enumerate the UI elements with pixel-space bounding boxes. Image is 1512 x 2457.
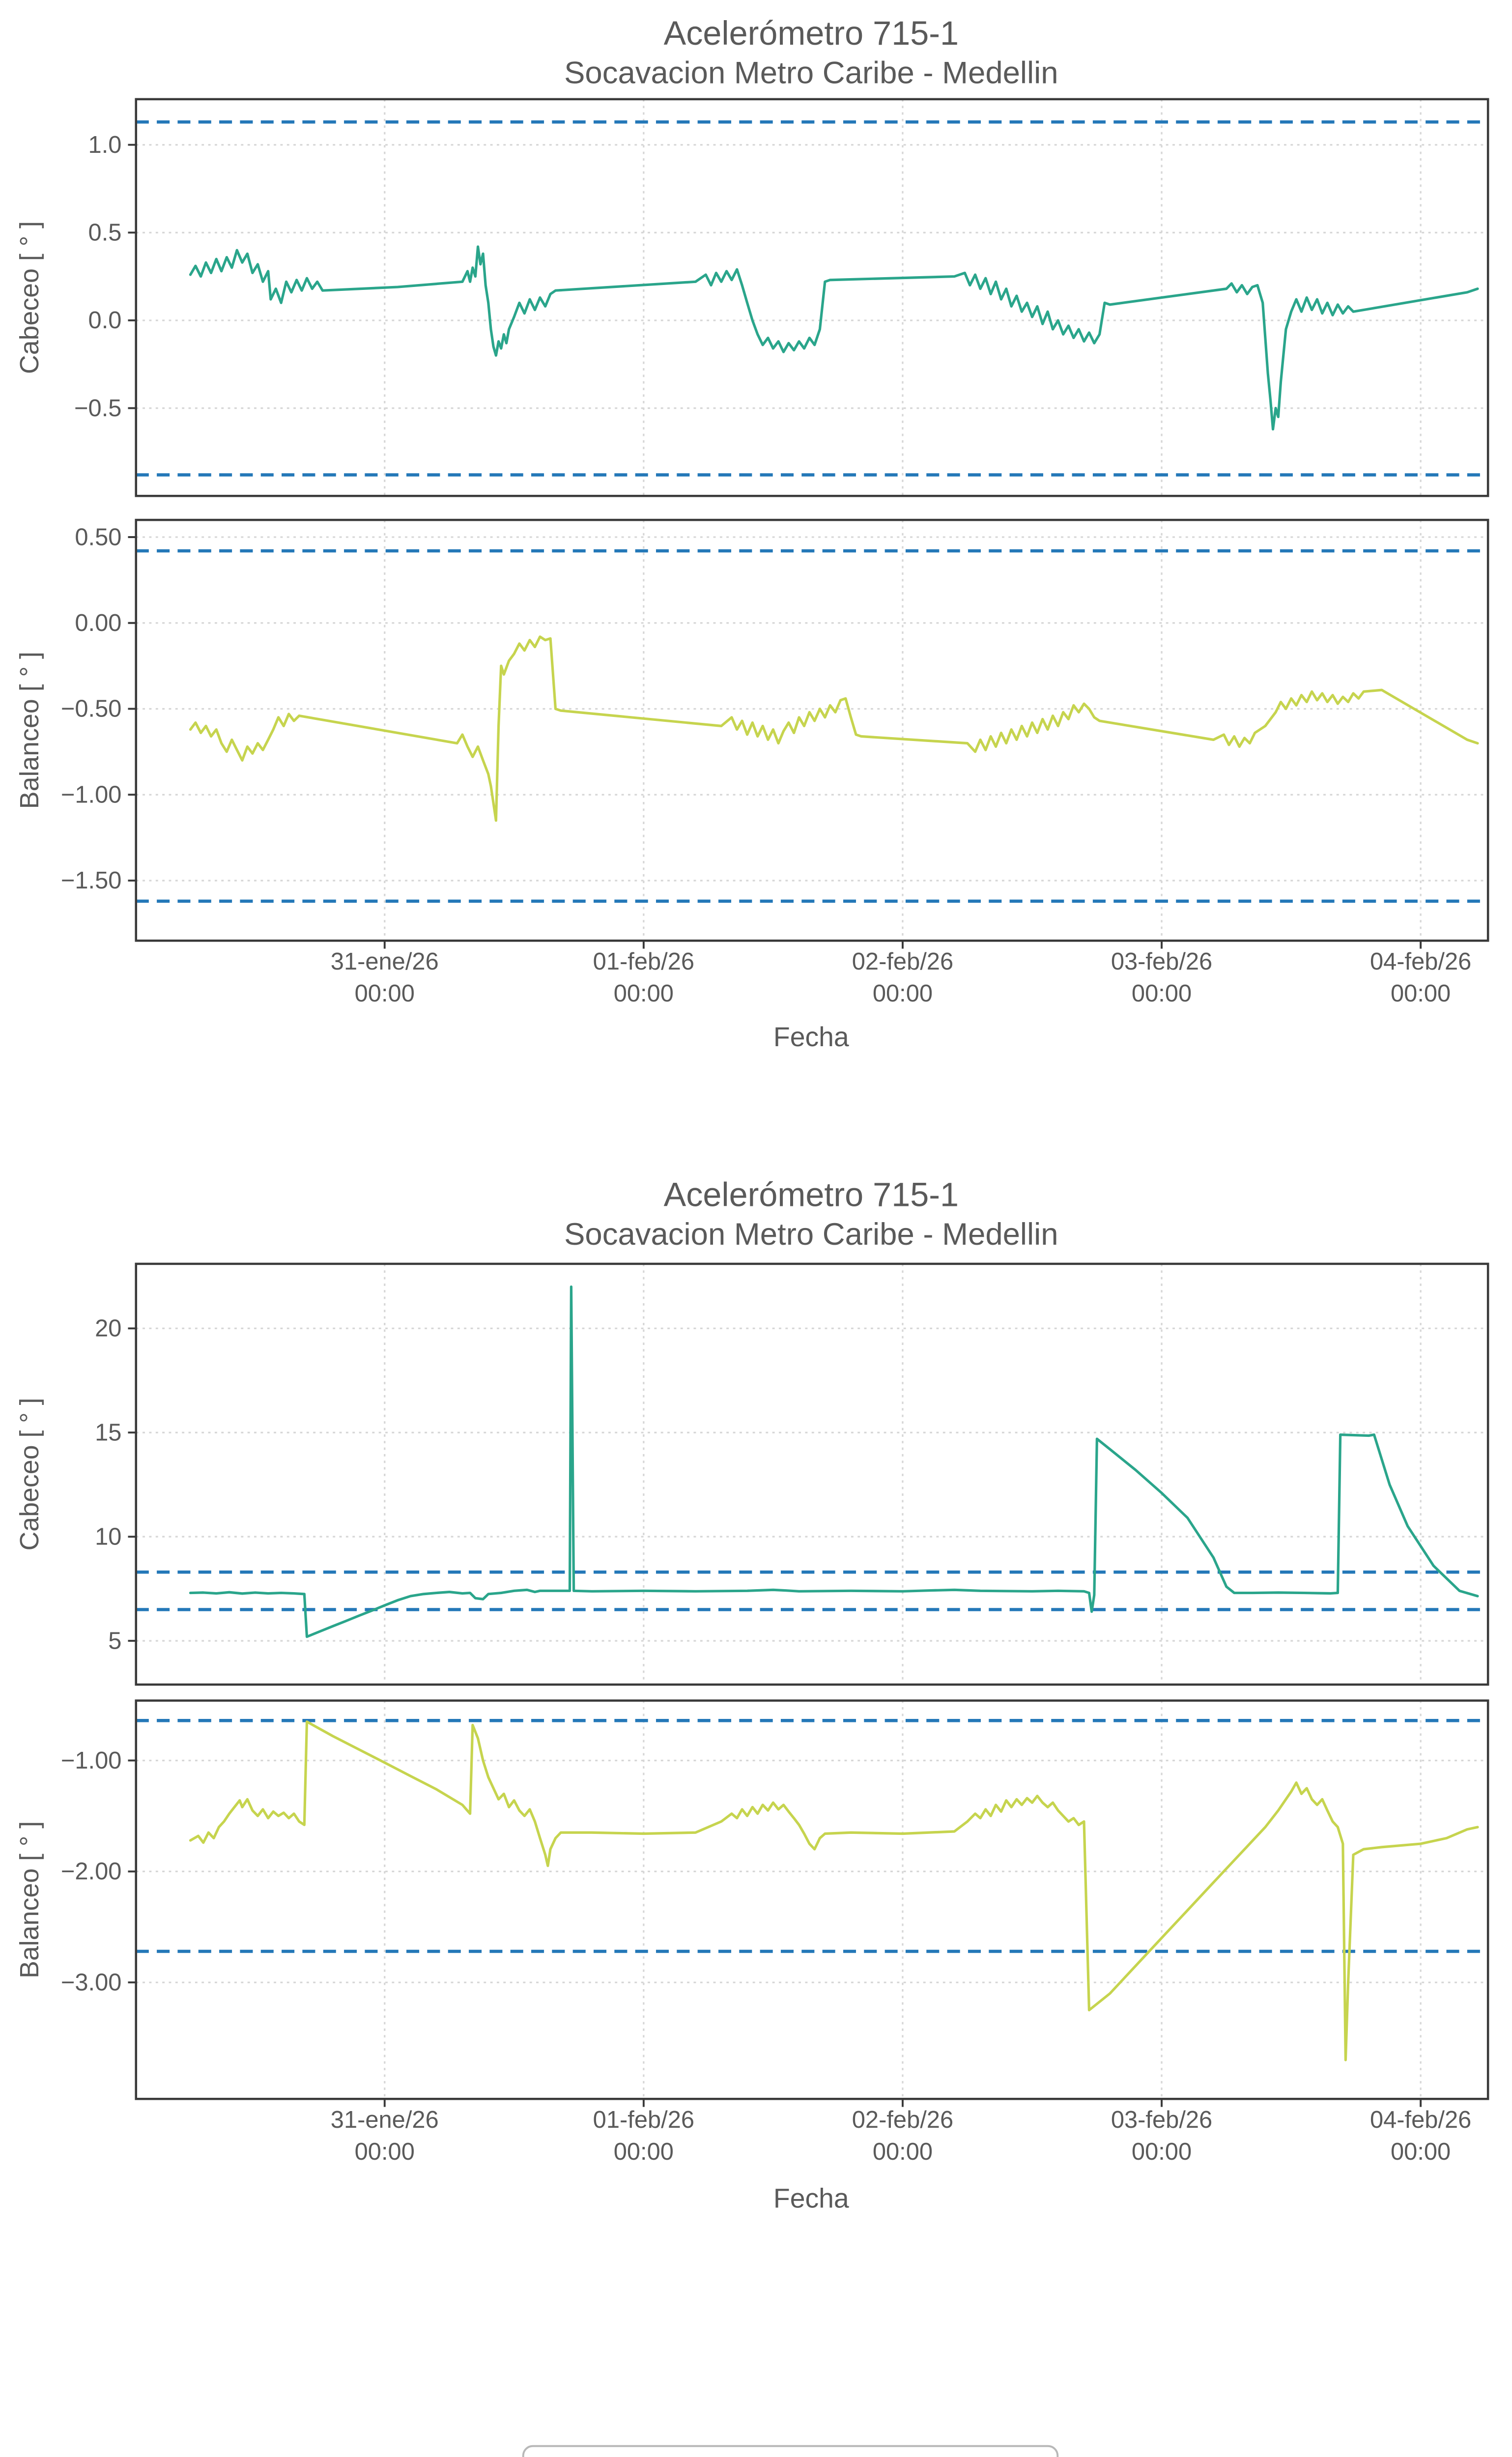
x-tick-label-date: 31-ene/26 xyxy=(331,2107,439,2133)
figure2-title: Acelerómetro 715-1 xyxy=(664,1176,959,1214)
legend: Límite de variación normal (sensor) xyxy=(522,2445,1059,2457)
x-tick-label-date: 31-ene/26 xyxy=(331,948,439,975)
figure-1: 1.0 0.5 0.0 −0.5 Cabeceo [ ° ] 0.50 0.00 −0.50 −… xyxy=(15,98,1489,1007)
axes-frame xyxy=(135,1699,1489,2100)
y-tick-label: 0.00 xyxy=(75,610,121,636)
x-tick-label-time: 00:00 xyxy=(355,2139,415,2165)
y-tick-label: −3.00 xyxy=(61,1969,122,1996)
y-axis-label: Cabeceo [ ° ] xyxy=(15,1398,44,1550)
x-tick-label-time: 00:00 xyxy=(1132,980,1192,1007)
y-tick-label: 5 xyxy=(108,1628,121,1654)
series-balanceo xyxy=(189,1720,1479,2061)
series-cabeceo xyxy=(189,245,1479,431)
y-tick-label: −1.50 xyxy=(61,867,122,894)
x-tick-label-date: 02-feb/26 xyxy=(852,2107,953,2133)
x-tick-label-time: 00:00 xyxy=(614,980,674,1007)
x-tick-label-time: 00:00 xyxy=(1391,980,1451,1007)
y-axis-label: Balanceo [ ° ] xyxy=(15,652,44,809)
x-tick-label-date: 04-feb/26 xyxy=(1370,2107,1471,2133)
legend-box xyxy=(522,2445,1059,2457)
figure2-xlabel: Fecha xyxy=(773,2183,849,2214)
figure1-subtitle: Socavacion Metro Caribe - Medellin xyxy=(564,56,1058,90)
x-tick-label-time: 00:00 xyxy=(1132,2139,1192,2165)
y-tick-label: 0.0 xyxy=(88,307,122,334)
y-tick-label: −1.00 xyxy=(61,1747,122,1774)
y-tick-label: 0.5 xyxy=(88,220,122,246)
x-tick-label-date: 03-feb/26 xyxy=(1111,2107,1212,2133)
x-tick-label-date: 01-feb/26 xyxy=(593,2107,694,2133)
x-tick-label-time: 00:00 xyxy=(873,2139,933,2165)
x-tick-label-date: 03-feb/26 xyxy=(1111,948,1212,975)
axes-frame xyxy=(135,98,1489,497)
y-tick-label: −0.5 xyxy=(74,395,121,422)
x-tick-label-time: 00:00 xyxy=(873,980,933,1007)
x-tick-label-time: 00:00 xyxy=(614,2139,674,2165)
y-axis-label: Cabeceo [ ° ] xyxy=(15,221,44,374)
x-tick-label-time: 00:00 xyxy=(1391,2139,1451,2165)
y-axis-label: Balanceo [ ° ] xyxy=(15,1821,44,1978)
y-tick-label: 15 xyxy=(95,1420,121,1446)
y-tick-label: 1.0 xyxy=(88,132,122,158)
figure1-title: Acelerómetro 715-1 xyxy=(664,15,959,52)
figure2-subtitle: Socavacion Metro Caribe - Medellin xyxy=(564,1217,1058,1252)
y-tick-label: 10 xyxy=(95,1523,121,1550)
series-balanceo xyxy=(189,635,1479,822)
y-tick-label: 0.50 xyxy=(75,524,121,550)
axes-frame xyxy=(135,1262,1489,1686)
figure1-xlabel: Fecha xyxy=(773,1022,849,1052)
figure-2: 5 10 15 20 Cabeceo [ ° ] −1.00 −2.00 −3.00 Balan… xyxy=(15,1262,1489,2165)
x-tick-label-date: 02-feb/26 xyxy=(852,948,953,975)
y-tick-label: −1.00 xyxy=(61,781,122,808)
y-tick-label: −0.50 xyxy=(61,696,122,722)
x-tick-label-date: 01-feb/26 xyxy=(593,948,694,975)
y-tick-label: −2.00 xyxy=(61,1858,122,1885)
y-tick-label: 20 xyxy=(95,1315,121,1342)
axes-frame xyxy=(135,518,1489,942)
series-cabeceo xyxy=(189,1285,1479,1638)
x-tick-label-date: 04-feb/26 xyxy=(1370,948,1471,975)
x-tick-label-time: 00:00 xyxy=(355,980,415,1007)
